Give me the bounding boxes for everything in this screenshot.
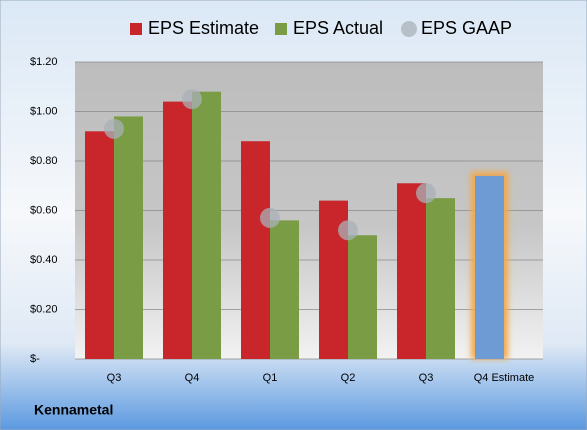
- y-tick-label: $0.20: [30, 303, 58, 315]
- y-tick-label: $0.60: [30, 204, 58, 216]
- gaap-marker: [182, 89, 202, 110]
- legend-marker: [275, 23, 287, 35]
- y-tick-label: $1.20: [30, 56, 58, 68]
- legend-marker: [401, 21, 417, 37]
- bar: [192, 91, 221, 359]
- bar: [426, 198, 455, 359]
- y-tick-label: $-: [30, 353, 40, 365]
- x-tick-label: Q3: [107, 372, 122, 384]
- bar: [85, 131, 114, 359]
- gaap-marker: [416, 183, 436, 204]
- legend-label: EPS Actual: [293, 18, 383, 38]
- y-tick-label: $1.00: [30, 105, 58, 117]
- gaap-marker: [338, 220, 358, 241]
- legend-marker: [130, 23, 142, 35]
- legend-label: EPS Estimate: [148, 18, 259, 38]
- bar: [348, 235, 377, 359]
- x-tick-label: Q4: [185, 372, 200, 384]
- bar: [114, 116, 143, 359]
- bar: [270, 220, 299, 359]
- x-tick-label: Q3: [419, 372, 434, 384]
- bar: [163, 101, 192, 359]
- x-tick-label: Q2: [341, 372, 356, 384]
- bar: [475, 175, 504, 359]
- legend-label: EPS GAAP: [421, 18, 512, 38]
- gaap-marker: [104, 118, 124, 139]
- bar: [397, 183, 426, 359]
- bar: [241, 141, 270, 359]
- footer: Kennametal: [34, 402, 113, 418]
- x-tick-label: Q1: [263, 372, 278, 384]
- y-tick-label: $0.40: [30, 254, 58, 266]
- gaap-marker: [260, 207, 280, 228]
- y-tick-label: $0.80: [30, 155, 58, 167]
- x-tick-label: Q4 Estimate: [474, 372, 535, 384]
